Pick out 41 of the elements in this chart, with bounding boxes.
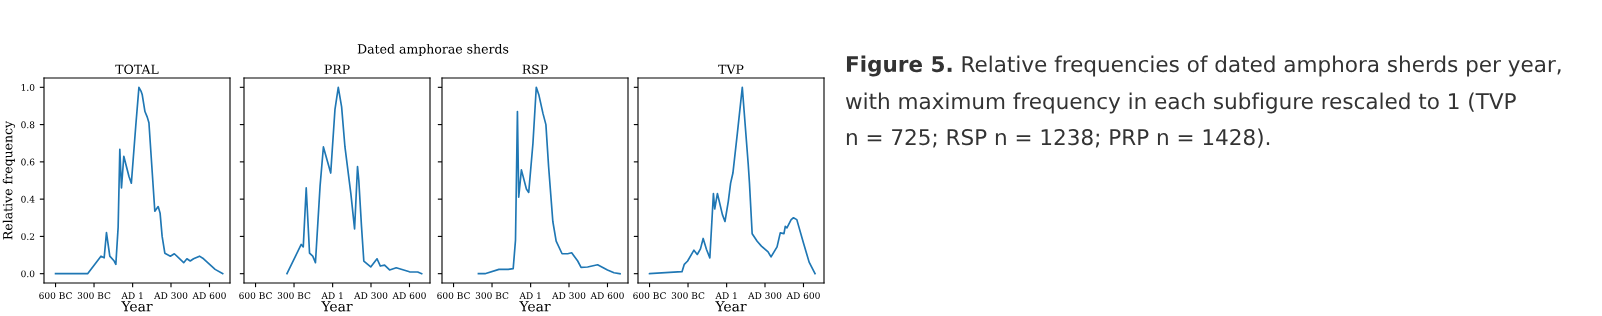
x-tick-label: AD 600 — [786, 292, 820, 300]
x-tick-label: AD 600 — [192, 292, 226, 300]
x-tick-label: 600 BC — [39, 292, 72, 300]
text: n = 725; RSP n = 1238; PRP n = 1428). — [846, 128, 1270, 148]
x-tick-label: 300 BC — [277, 292, 311, 300]
line-series — [54, 86, 224, 275]
x-tick-label: 300 BC — [671, 292, 705, 300]
text: Dated amphorae sherds — [357, 43, 509, 57]
y-tick-label: 0.4 — [21, 195, 35, 203]
x-axis-title: Year — [121, 301, 153, 312]
y-tick-label: 1.0 — [21, 84, 35, 91]
text: with maximum frequency in each subfigure rescaled to 1 (TVP — [845, 92, 1516, 114]
chart-title: TOTAL — [115, 64, 159, 75]
x-tick-label: 300 BC — [77, 292, 111, 300]
x-tick-label: 600 BC — [239, 292, 272, 300]
x-tick-label: AD 1 — [321, 292, 343, 299]
y-tick-label: 0.0 — [21, 270, 35, 278]
x-tick-label: AD 300 — [354, 292, 388, 300]
caption: Figure 5. — [846, 55, 952, 77]
chart-title: RSP — [522, 64, 548, 75]
y-tick-label: 0.2 — [21, 233, 35, 240]
x-tick-label: AD 1 — [519, 292, 541, 299]
x-tick-label: AD 300 — [552, 292, 586, 300]
y-axis-title: Relative frequency — [2, 120, 16, 240]
x-tick-label: 300 BC — [475, 292, 509, 300]
x-tick-label: AD 600 — [392, 292, 426, 300]
chart-title: TVP — [718, 64, 744, 74]
x-tick-label: 600 BC — [437, 292, 470, 300]
x-tick-label: AD 600 — [590, 292, 624, 300]
chart-title: PRP — [324, 64, 350, 74]
x-axis-title: Year — [321, 301, 353, 312]
text: Relative frequencies of dated amphora sherds per year, — [962, 55, 1561, 77]
y-tick-label: 0.6 — [21, 158, 35, 166]
x-axis-title: Year — [519, 301, 551, 312]
y-tick-label: 0.8 — [21, 121, 35, 129]
x-tick-label: AD 300 — [154, 292, 188, 300]
x-tick-label: 600 BC — [633, 292, 666, 300]
x-tick-label: AD 1 — [121, 292, 143, 299]
x-tick-label: AD 1 — [715, 292, 737, 299]
x-tick-label: AD 300 — [748, 292, 782, 300]
x-axis-title: Year — [715, 301, 747, 312]
